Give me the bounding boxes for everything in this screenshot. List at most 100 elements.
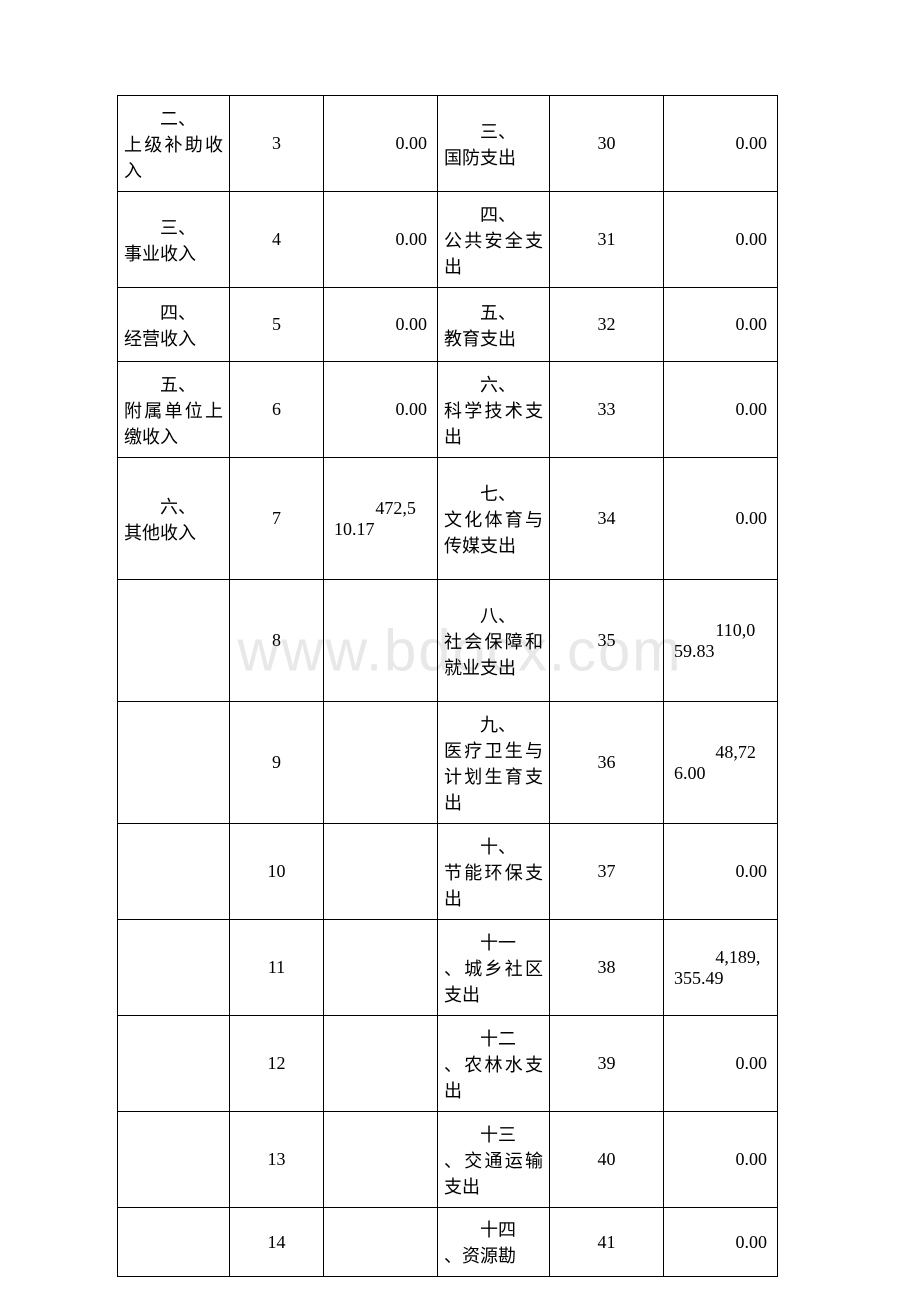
left-amount-cell: 0.00 <box>324 96 438 192</box>
table-row: 11 十一、城乡社区支出38 4,189,355.49 <box>118 920 778 1016</box>
left-label-cell: 二、上级补助收入 <box>118 96 230 192</box>
left-label-cell <box>118 580 230 702</box>
left-label-cell <box>118 702 230 824</box>
amount-line: 355.49 <box>674 968 771 989</box>
right-amount-cell: 0.00 <box>664 1016 778 1112</box>
label-line: 事业收入 <box>124 240 223 266</box>
right-num-cell: 31 <box>550 192 664 288</box>
left-amount-cell <box>324 580 438 702</box>
label-line: 五、 <box>124 375 196 395</box>
right-amount-cell: 0.00 <box>664 824 778 920</box>
label-line: 其他收入 <box>124 519 223 545</box>
label-line: 四、 <box>124 303 196 323</box>
left-amount-cell: 0.00 <box>324 362 438 458</box>
amount-line: 472,5 <box>334 498 431 519</box>
right-label-cell: 五、教育支出 <box>438 288 550 362</box>
right-num-cell: 34 <box>550 458 664 580</box>
left-label-cell: 五、附属单位上缴收入 <box>118 362 230 458</box>
right-label-cell: 十三、交通运输支出 <box>438 1112 550 1208</box>
right-label-cell: 八、社会保障和就业支出 <box>438 580 550 702</box>
right-num-cell: 38 <box>550 920 664 1016</box>
label-line: 、城乡社区支出 <box>444 955 543 1007</box>
left-amount-cell <box>324 702 438 824</box>
left-num-cell: 11 <box>230 920 324 1016</box>
label-line: 七、 <box>444 484 516 504</box>
right-label-cell: 十一、城乡社区支出 <box>438 920 550 1016</box>
left-label-cell <box>118 1112 230 1208</box>
label-line: 三、 <box>444 122 516 142</box>
right-label-cell: 九、医疗卫生与计划生育支出 <box>438 702 550 824</box>
left-num-cell: 3 <box>230 96 324 192</box>
label-line: 四、 <box>444 205 516 225</box>
right-num-cell: 41 <box>550 1208 664 1277</box>
amount-line: 10.17 <box>334 519 431 540</box>
amount-line: 4,189, <box>674 947 771 968</box>
right-label-cell: 十四、资源勘 <box>438 1208 550 1277</box>
label-line: 医疗卫生与计划生育支出 <box>444 737 543 815</box>
right-amount-cell: 48,726.00 <box>664 702 778 824</box>
label-line: 十一 <box>444 933 516 953</box>
left-label-cell <box>118 1208 230 1277</box>
label-line: 附属单位上缴收入 <box>124 397 223 449</box>
left-label-cell <box>118 824 230 920</box>
table-row: 六、其他收入7472,510.17 七、文化体育与传媒支出340.00 <box>118 458 778 580</box>
label-line: 文化体育与传媒支出 <box>444 506 543 558</box>
label-line: 、资源勘 <box>444 1242 543 1268</box>
table-row: 三、事业收入40.00 四、公共安全支出310.00 <box>118 192 778 288</box>
label-line: 社会保障和就业支出 <box>444 628 543 680</box>
right-label-cell: 七、文化体育与传媒支出 <box>438 458 550 580</box>
right-num-cell: 33 <box>550 362 664 458</box>
left-label-cell: 三、事业收入 <box>118 192 230 288</box>
left-num-cell: 9 <box>230 702 324 824</box>
right-amount-cell: 0.00 <box>664 288 778 362</box>
label-line: 上级补助收入 <box>124 131 223 183</box>
right-amount-cell: 0.00 <box>664 1112 778 1208</box>
table-row: 13 十三、交通运输支出400.00 <box>118 1112 778 1208</box>
label-line: 五、 <box>444 303 516 323</box>
right-amount-cell: 110,059.83 <box>664 580 778 702</box>
right-label-cell: 十二、农林水支出 <box>438 1016 550 1112</box>
table-row: 8 八、社会保障和就业支出35110,059.83 <box>118 580 778 702</box>
right-num-cell: 35 <box>550 580 664 702</box>
right-num-cell: 36 <box>550 702 664 824</box>
label-line: 、交通运输支出 <box>444 1147 543 1199</box>
right-num-cell: 40 <box>550 1112 664 1208</box>
right-label-cell: 三、国防支出 <box>438 96 550 192</box>
label-line: 节能环保支出 <box>444 859 543 911</box>
left-label-cell <box>118 920 230 1016</box>
right-label-cell: 十、节能环保支出 <box>438 824 550 920</box>
amount-line: 110,0 <box>674 620 771 641</box>
left-amount-cell: 0.00 <box>324 288 438 362</box>
table-row: 12 十二、农林水支出390.00 <box>118 1016 778 1112</box>
label-line: 经营收入 <box>124 325 223 351</box>
left-amount-cell: 472,510.17 <box>324 458 438 580</box>
amount-line: 6.00 <box>674 763 771 784</box>
budget-table: 二、上级补助收入30.00 三、国防支出300.00 三、事业收入40.00 四… <box>117 95 778 1277</box>
table-row: 14 十四、资源勘410.00 <box>118 1208 778 1277</box>
label-line: 公共安全支出 <box>444 227 543 279</box>
label-line: 科学技术支出 <box>444 397 543 449</box>
label-line: 六、 <box>444 375 516 395</box>
left-label-cell: 四、经营收入 <box>118 288 230 362</box>
label-line: 国防支出 <box>444 144 543 170</box>
label-line: 九、 <box>444 715 516 735</box>
right-amount-cell: 0.00 <box>664 192 778 288</box>
label-line: 十四 <box>444 1220 516 1240</box>
right-amount-cell: 0.00 <box>664 1208 778 1277</box>
label-line: 八、 <box>444 606 516 626</box>
right-num-cell: 32 <box>550 288 664 362</box>
left-amount-cell <box>324 1208 438 1277</box>
left-num-cell: 10 <box>230 824 324 920</box>
left-num-cell: 8 <box>230 580 324 702</box>
left-num-cell: 12 <box>230 1016 324 1112</box>
right-amount-cell: 0.00 <box>664 458 778 580</box>
right-amount-cell: 0.00 <box>664 362 778 458</box>
table-row: 9 九、医疗卫生与计划生育支出3648,726.00 <box>118 702 778 824</box>
left-num-cell: 13 <box>230 1112 324 1208</box>
label-line: 十、 <box>444 837 516 857</box>
table-row: 二、上级补助收入30.00 三、国防支出300.00 <box>118 96 778 192</box>
left-label-cell: 六、其他收入 <box>118 458 230 580</box>
left-amount-cell: 0.00 <box>324 192 438 288</box>
label-line: 十三 <box>444 1125 516 1145</box>
left-amount-cell <box>324 824 438 920</box>
